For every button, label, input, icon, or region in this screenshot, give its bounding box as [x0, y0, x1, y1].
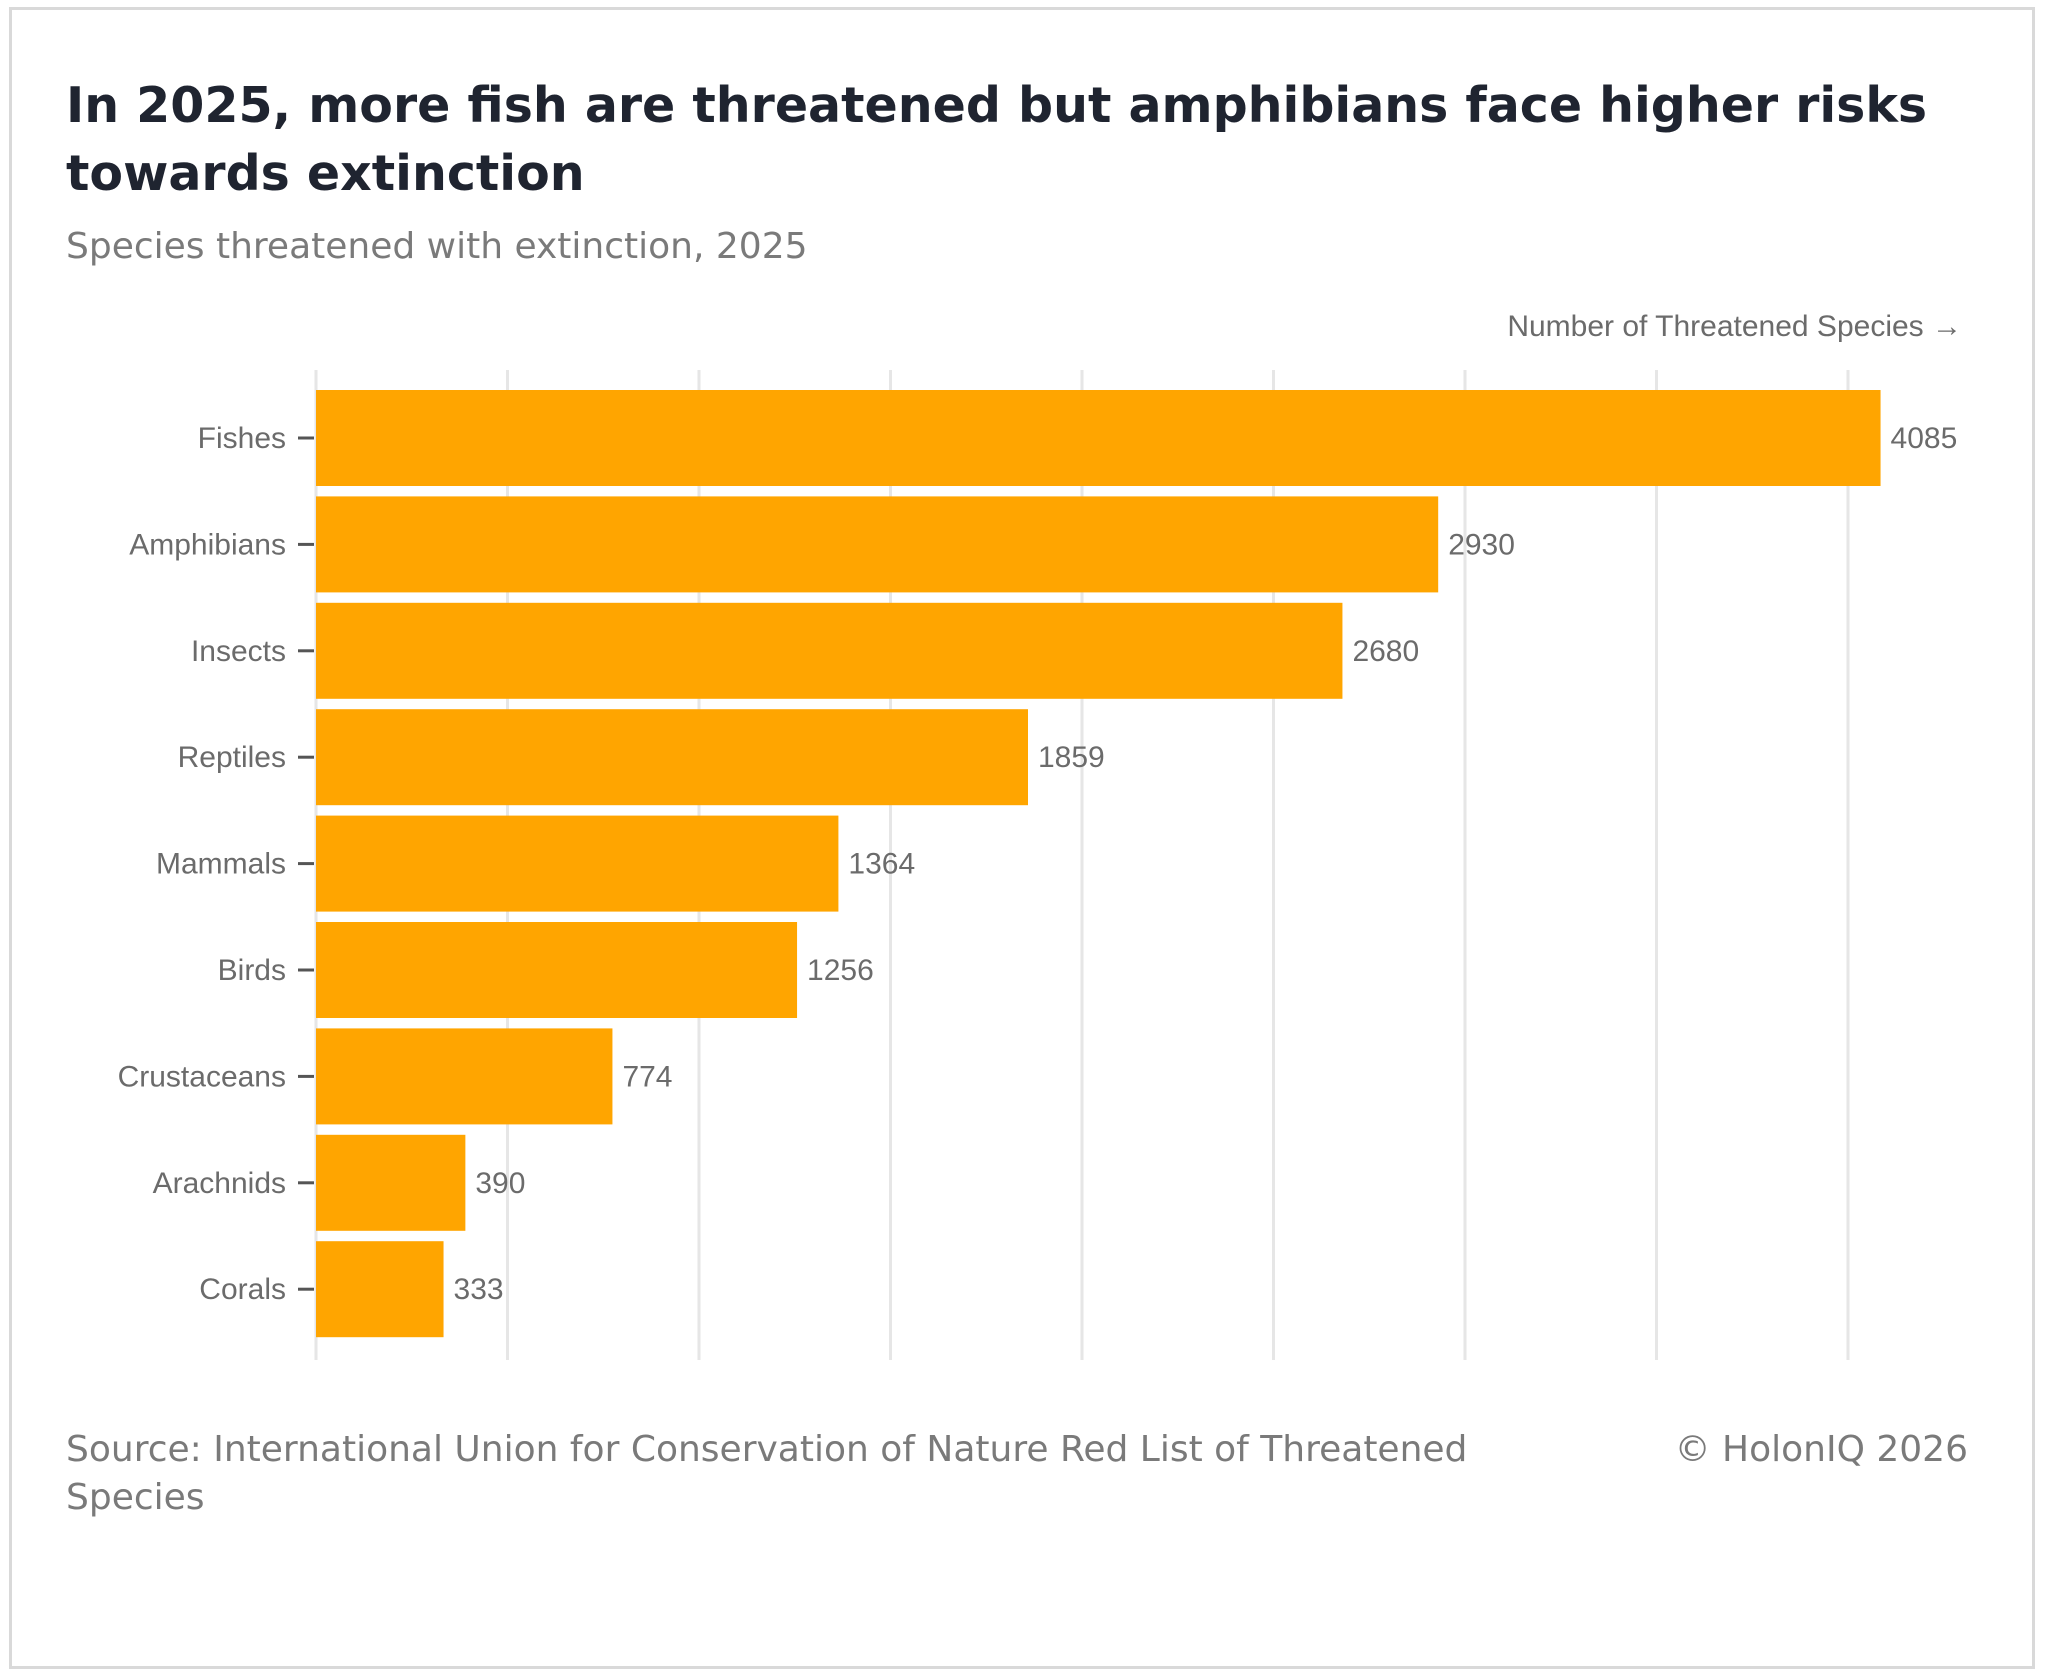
value-label-birds: 1256 [807, 954, 874, 987]
bar-crustaceans [316, 1028, 613, 1125]
source-note: Source: International Union for Conserva… [66, 1429, 1468, 1518]
category-label-amphibians: Amphibians [129, 528, 286, 561]
x-axis-label: Number of Threatened Species → [1507, 310, 1962, 343]
y-axis: Fishes Amphibians Insects Reptiles Mammals Bi… [118, 422, 314, 1306]
bar-fishes [316, 390, 1881, 486]
bar-corals [316, 1241, 444, 1338]
value-label-arachnids: 390 [475, 1167, 525, 1200]
bar-mammals [316, 815, 839, 912]
category-label-mammals: Mammals [156, 848, 286, 881]
chart-title: In 2025, more fish are threatened but am… [66, 77, 1928, 202]
bar-insects [316, 602, 1343, 699]
value-label-fishes: 4085 [1891, 422, 1958, 455]
value-label-mammals: 1364 [848, 848, 915, 881]
bar-birds [316, 922, 798, 1018]
value-label-reptiles: 1859 [1038, 741, 1105, 774]
category-label-insects: Insects [191, 635, 286, 668]
value-label-amphibians: 2930 [1448, 528, 1515, 561]
category-label-fishes: Fishes [198, 422, 286, 455]
bar-arachnids [316, 1134, 466, 1231]
category-label-corals: Corals [199, 1273, 286, 1306]
value-label-corals: 333 [454, 1273, 504, 1306]
bars: 4085 2930 2680 1859 1364 1256 774 390 333 [316, 390, 1958, 1338]
bar-amphibians [316, 496, 1439, 593]
category-label-reptiles: Reptiles [178, 741, 286, 774]
bar-reptiles [316, 709, 1028, 806]
chart-subtitle: Species threatened with extinction, 2025 [66, 226, 808, 267]
category-label-crustaceans: Crustaceans [118, 1060, 286, 1093]
copyright-note: © HolonIQ 2026 [1674, 1429, 1968, 1470]
category-label-arachnids: Arachnids [153, 1167, 286, 1200]
value-label-crustaceans: 774 [622, 1060, 672, 1093]
category-label-birds: Birds [218, 954, 286, 987]
value-label-insects: 2680 [1352, 635, 1419, 668]
